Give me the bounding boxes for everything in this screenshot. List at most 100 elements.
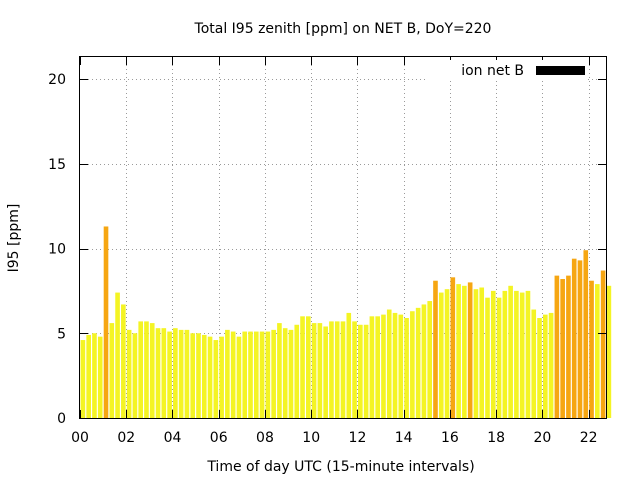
bar [467,282,473,418]
bar [300,316,305,418]
bar [103,226,109,418]
bar [560,279,565,418]
bar [178,329,184,418]
bar [219,336,224,418]
x-tick-label: 06 [210,430,228,446]
bar [334,321,340,418]
bar [375,316,380,418]
bar [410,311,415,418]
bar [363,324,369,418]
legend: ion net B [427,60,587,80]
bar [311,323,317,418]
bar [167,331,172,418]
bar [86,334,91,418]
bar [236,336,242,418]
bar [496,297,502,418]
bar [132,333,138,418]
bar [577,260,583,418]
bar [248,331,253,418]
bar [265,331,271,418]
bar [317,323,323,418]
bar [144,321,149,418]
bar [161,328,167,418]
bar [392,312,398,418]
legend-label: ion net B [461,63,524,79]
bar [92,333,97,418]
bar [600,270,606,418]
bar [277,323,282,418]
bar [433,280,438,418]
bar [427,301,433,418]
x-axis-label: Time of day UTC (15-minute intervals) [206,459,474,475]
bar [404,318,409,418]
bar [173,328,178,418]
bar [421,304,427,418]
x-tick-label: 18 [487,430,505,446]
bar [386,309,392,418]
bar [537,318,542,418]
bar [548,312,554,418]
bar [502,290,508,418]
bar [97,336,103,418]
bar [306,316,311,418]
bar [450,277,456,418]
bar [340,321,346,418]
x-tick-label: 22 [580,430,598,446]
bar [554,275,560,418]
bar [485,297,490,418]
bar [109,323,115,418]
bar [271,329,276,418]
bar [282,328,288,418]
bar [473,289,479,418]
bar [531,309,537,418]
x-tick-label: 20 [534,430,552,446]
bar [184,329,190,418]
bar [358,324,363,418]
bar [519,292,525,418]
bar [294,324,300,418]
bar [126,329,132,418]
bar [196,333,201,418]
bar [288,329,294,418]
bar [121,304,126,418]
bar [589,280,594,418]
bar [595,284,600,418]
bar [346,312,352,418]
bar [207,336,213,418]
bar [398,314,404,418]
chart-title: Total I95 zenith [ppm] on NET B, DoY=220 [194,21,492,37]
x-tick-label: 00 [71,430,89,446]
bar [80,340,86,418]
legend-swatch [536,66,585,75]
y-tick-label: 5 [57,326,66,342]
x-tick-label: 12 [349,430,367,446]
bar [566,275,571,418]
bar [508,285,513,418]
bar [456,284,461,418]
bar [583,250,589,418]
bar [606,285,612,418]
bar [444,289,450,418]
x-tick-label: 04 [164,430,182,446]
x-tick-label: 10 [302,430,320,446]
bar [230,331,236,418]
bar [514,290,519,418]
x-tick-label: 14 [395,430,413,446]
bar [543,314,548,418]
bar [190,333,196,418]
bar [323,326,328,418]
bar [490,290,496,418]
bar [525,290,531,418]
y-tick-label: 15 [48,157,66,173]
bar [415,307,421,418]
y-axis-label: I95 [ppm] [6,204,22,273]
axis-ticks: 0 5 10 15 20 00 02 04 06 08 10 12 14 16 18 20 22 [48,57,606,446]
bar [138,321,143,418]
bar [462,285,467,418]
y-tick-label: 10 [48,242,66,258]
bar [329,321,334,418]
x-tick-label: 02 [117,430,135,446]
bar [201,334,207,418]
